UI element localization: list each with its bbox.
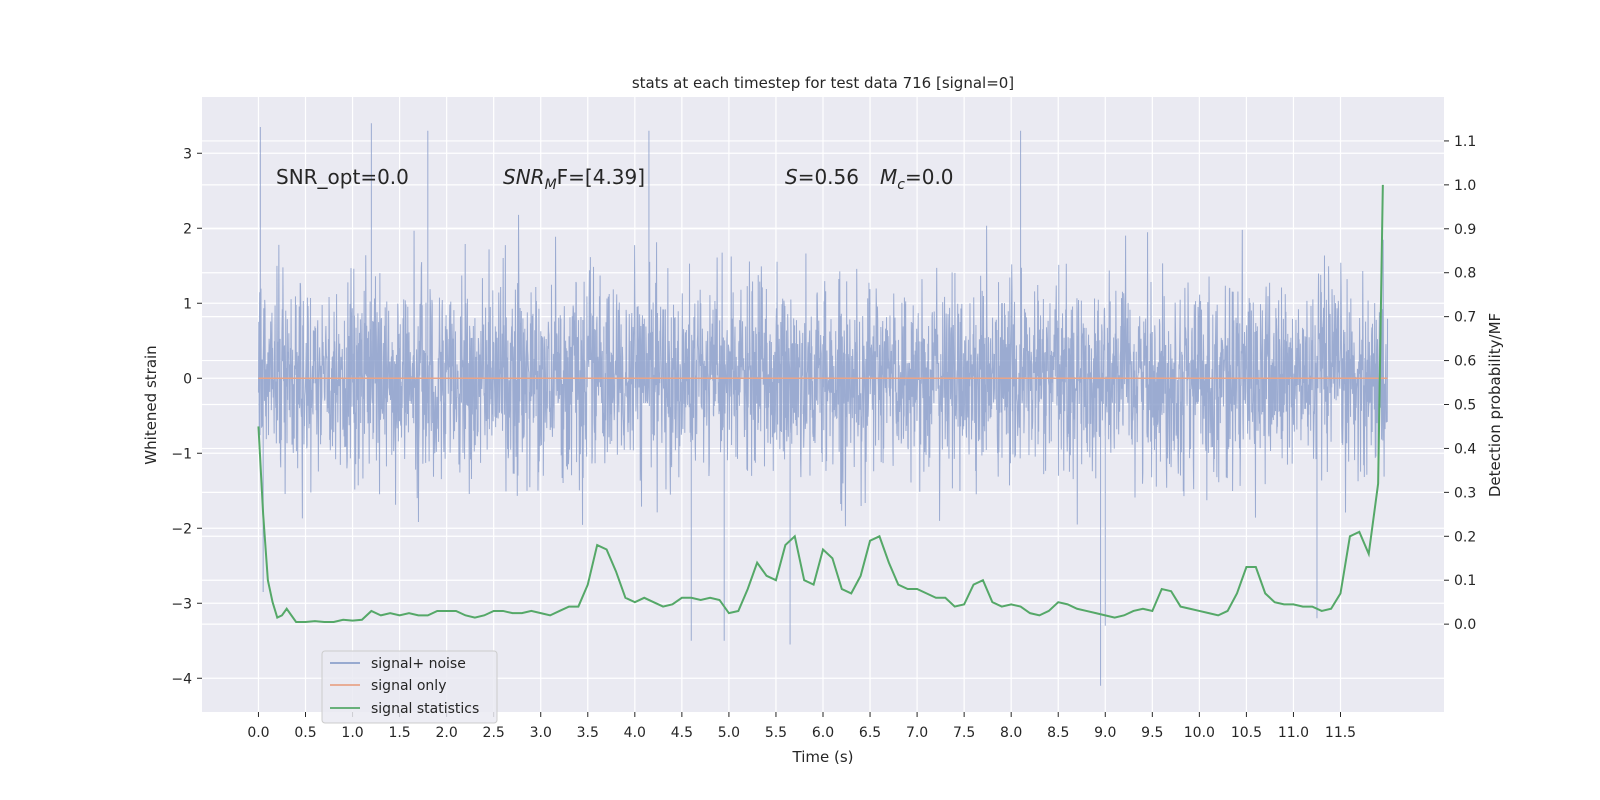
y2-tick-label-2: 0.2 xyxy=(1454,529,1476,545)
snr-mf-annotation: SNRMF=[4.39] xyxy=(503,165,645,193)
mc-main: M xyxy=(880,165,897,189)
x-tick-label-1: 0.5 xyxy=(294,725,316,741)
x-axis-label: Time (s) xyxy=(792,748,854,766)
legend: signal+ noise signal only signal statist… xyxy=(321,650,498,724)
y2-tick-label-9: 0.9 xyxy=(1454,222,1476,238)
y2-tick-label-8: 0.8 xyxy=(1454,266,1476,282)
y-tick-label-5: 1 xyxy=(183,296,192,312)
x-tick-label-7: 3.5 xyxy=(577,725,599,741)
y-tick-label-4: 0 xyxy=(183,371,192,387)
mc-rest: =0.0 xyxy=(905,165,954,189)
x-tick-label-20: 10.0 xyxy=(1184,725,1215,741)
y-tick-label-3: −1 xyxy=(171,446,192,462)
y2-tick-label-3: 0.3 xyxy=(1454,485,1476,501)
y-tick-label-7: 3 xyxy=(183,146,192,162)
y2-tick-label-6: 0.6 xyxy=(1454,354,1476,370)
x-tick-label-3: 1.5 xyxy=(388,725,410,741)
mc-annotation: Mc=0.0 xyxy=(880,165,954,193)
x-tick-label-4: 2.0 xyxy=(436,725,458,741)
y2-tick-label-1: 0.1 xyxy=(1454,573,1476,589)
snr-mf-main: SNR xyxy=(503,165,545,189)
x-tick-label-19: 9.5 xyxy=(1141,725,1163,741)
x-tick-label-21: 10.5 xyxy=(1231,725,1262,741)
x-tick-label-5: 2.5 xyxy=(483,725,505,741)
series-signal-noise xyxy=(257,123,1389,686)
x-tick-label-0: 0.0 xyxy=(247,725,269,741)
y2-tick-label-4: 0.4 xyxy=(1454,441,1476,457)
x-tick-label-17: 8.5 xyxy=(1047,725,1069,741)
x-tick-label-6: 3.0 xyxy=(530,725,552,741)
x-tick-label-14: 7.0 xyxy=(906,725,928,741)
y2-tick-label-11: 1.1 xyxy=(1454,134,1476,150)
series-signal-statistics xyxy=(257,184,1384,623)
x-tick-label-16: 8.0 xyxy=(1000,725,1022,741)
x-tick-label-18: 9.0 xyxy=(1094,725,1116,741)
snr-mf-sub: M xyxy=(545,177,557,193)
s-annotation: S=0.56 xyxy=(785,165,859,189)
y-axis-ticks: −4 −3 −2 −1 0 1 2 3 xyxy=(171,146,202,687)
s-rest: =0.56 xyxy=(798,165,859,189)
snr-opt-annotation: SNR_opt=0.0 xyxy=(276,165,409,189)
signal-statistics-line xyxy=(257,184,1384,623)
legend-box xyxy=(321,650,498,724)
y2-axis-ticks: 0.0 0.1 0.2 0.3 0.4 0.5 0.6 0.7 0.8 0.9 1.0 1.1 xyxy=(1444,134,1476,633)
y2-tick-label-7: 0.7 xyxy=(1454,310,1476,326)
y-tick-label-0: −4 xyxy=(171,671,192,687)
x-tick-label-8: 4.0 xyxy=(624,725,646,741)
y-axis-label: Whitened strain xyxy=(142,345,160,464)
snr-mf-rest: F=[4.39] xyxy=(557,165,645,189)
y-tick-label-6: 2 xyxy=(183,221,192,237)
x-tick-label-22: 11.0 xyxy=(1278,725,1309,741)
mc-sub: c xyxy=(897,177,905,193)
x-tick-label-10: 5.0 xyxy=(718,725,740,741)
y2-tick-label-10: 1.0 xyxy=(1454,178,1476,194)
x-tick-label-12: 6.0 xyxy=(812,725,834,741)
x-tick-label-9: 4.5 xyxy=(671,725,693,741)
x-tick-label-23: 11.5 xyxy=(1325,725,1356,741)
legend-label-signal-statistics: signal statistics xyxy=(371,701,479,717)
x-tick-label-13: 6.5 xyxy=(859,725,881,741)
x-tick-label-2: 1.0 xyxy=(341,725,363,741)
y2-axis-label: Detection probability/MF xyxy=(1486,313,1504,497)
legend-label-signal-only: signal only xyxy=(371,678,446,694)
x-tick-label-15: 7.5 xyxy=(953,725,975,741)
legend-label-signal-noise: signal+ noise xyxy=(371,656,466,672)
x-tick-label-11: 5.5 xyxy=(765,725,787,741)
y2-tick-label-0: 0.0 xyxy=(1454,617,1476,633)
y-tick-label-1: −3 xyxy=(171,596,192,612)
signal-noise-line xyxy=(257,123,1389,686)
x-axis-ticks: 0.0 0.5 1.0 1.5 2.0 2.5 3.0 3.5 4.0 4.5 5.0 5.5 6.0 6… xyxy=(247,712,1356,741)
y2-tick-label-5: 0.5 xyxy=(1454,398,1476,414)
chart-title: stats at each timestep for test data 716… xyxy=(632,74,1014,92)
y-tick-label-2: −2 xyxy=(171,521,192,537)
s-main: S xyxy=(785,165,798,189)
